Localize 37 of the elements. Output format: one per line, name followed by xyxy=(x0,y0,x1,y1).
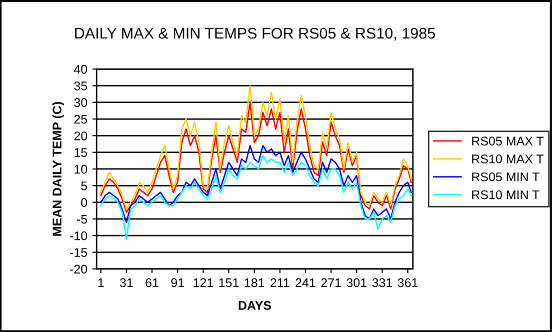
y-tick-label: 5 xyxy=(81,182,88,190)
x-tick-label: 91 xyxy=(171,278,184,288)
x-tick-label: 31 xyxy=(120,278,133,288)
x-tick-label: 151 xyxy=(219,278,239,288)
y-tick-label: 25 xyxy=(74,114,88,124)
x-tick-label: 241 xyxy=(296,278,316,288)
legend-label: RS05 MIN T xyxy=(472,172,540,182)
line-series xyxy=(100,154,412,240)
legend-label: RS10 MAX T xyxy=(472,154,544,164)
x-tick-label: 121 xyxy=(194,278,213,288)
y-tick-label: -10 xyxy=(70,231,88,240)
y-tick-label: 35 xyxy=(74,82,88,90)
line-series xyxy=(100,85,412,210)
legend-label: RS05 MAX T xyxy=(472,136,544,146)
x-tick-label: 361 xyxy=(398,278,418,288)
y-tick-label: -15 xyxy=(70,248,88,257)
y-tick-label: 30 xyxy=(74,98,88,108)
line-series xyxy=(100,102,412,213)
y-tick-label: -20 xyxy=(70,264,88,274)
x-tick-label: 1 xyxy=(98,278,104,288)
line-series xyxy=(100,144,412,223)
x-tick-label: 61 xyxy=(146,278,158,288)
y-axis-title: MEAN DAILY TEMP (C) xyxy=(52,102,64,236)
y-tick-label: -5 xyxy=(77,214,88,224)
y-tick-label: 0 xyxy=(81,198,88,207)
x-tick-label: 331 xyxy=(372,278,392,288)
chart-title: DAILY MAX & MIN TEMPS FOR RS05 & RS10, 1985 xyxy=(75,28,435,40)
legend-label: RS10 MIN T xyxy=(472,190,540,200)
x-axis-title: DAYS xyxy=(238,301,272,310)
y-tick-label: 20 xyxy=(74,131,88,140)
y-tick-label: 15 xyxy=(74,148,88,157)
x-tick-label: 271 xyxy=(321,278,341,288)
y-tick-label: 10 xyxy=(74,164,88,174)
x-tick-label: 181 xyxy=(244,278,264,288)
x-tick-label: 301 xyxy=(346,278,366,288)
x-tick-label: 211 xyxy=(270,278,290,288)
y-tick-label: 40 xyxy=(74,64,88,74)
